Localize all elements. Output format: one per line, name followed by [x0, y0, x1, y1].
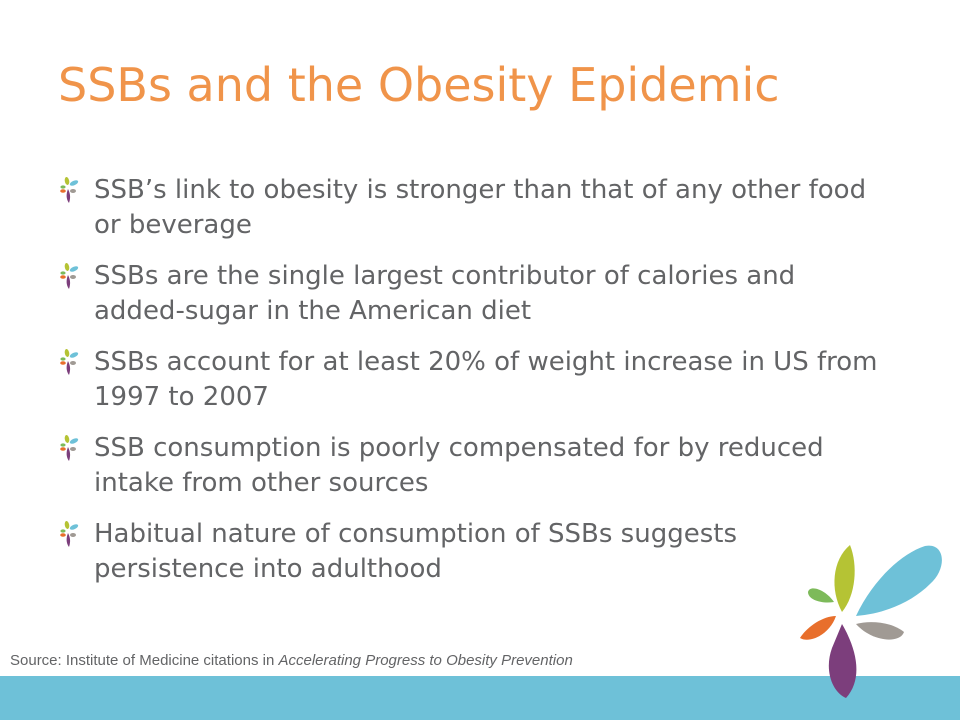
purple-petal: [828, 624, 857, 698]
flower-bullet-icon: [60, 177, 79, 203]
bullet-item: SSB’s link to obesity is stronger than t…: [60, 173, 880, 253]
source-work-title: Accelerating Progress to Obesity Prevent…: [278, 652, 573, 669]
flower-bullet-icon: [60, 521, 79, 547]
footer-band: [0, 676, 960, 720]
lime-petal: [834, 545, 855, 612]
bullet-item: SSBs are the single largest contributor …: [60, 259, 880, 339]
flower-bullet-icon: [60, 263, 79, 289]
slide-title: SSBs and the Obesity Epidemic: [58, 58, 780, 112]
petal-flower-logo: [800, 545, 942, 698]
source-citation: Source: Institute of Medicine citations …: [10, 651, 573, 671]
blue-petal: [856, 545, 942, 616]
flower-bullet-icon: [60, 435, 79, 461]
bullet-text: SSB consumption is poorly compensated fo…: [94, 433, 824, 498]
bullet-item: Habitual nature of consumption of SSBs s…: [60, 517, 880, 597]
bullet-item: SSBs account for at least 20% of weight …: [60, 345, 880, 425]
bullet-text: Habitual nature of consumption of SSBs s…: [94, 519, 737, 584]
bullet-text: SSBs are the single largest contributor …: [94, 261, 796, 326]
bullet-item: SSB consumption is poorly compensated fo…: [60, 431, 880, 511]
green-petal: [808, 588, 834, 603]
bullet-text: SSB’s link to obesity is stronger than t…: [94, 175, 867, 240]
flower-bullet-icon: [60, 349, 79, 375]
gray-petal: [856, 622, 904, 640]
orange-petal: [800, 616, 836, 640]
bullet-text: SSBs account for at least 20% of weight …: [94, 347, 878, 412]
source-prefix: Source: Institute of Medicine citations …: [10, 652, 279, 669]
